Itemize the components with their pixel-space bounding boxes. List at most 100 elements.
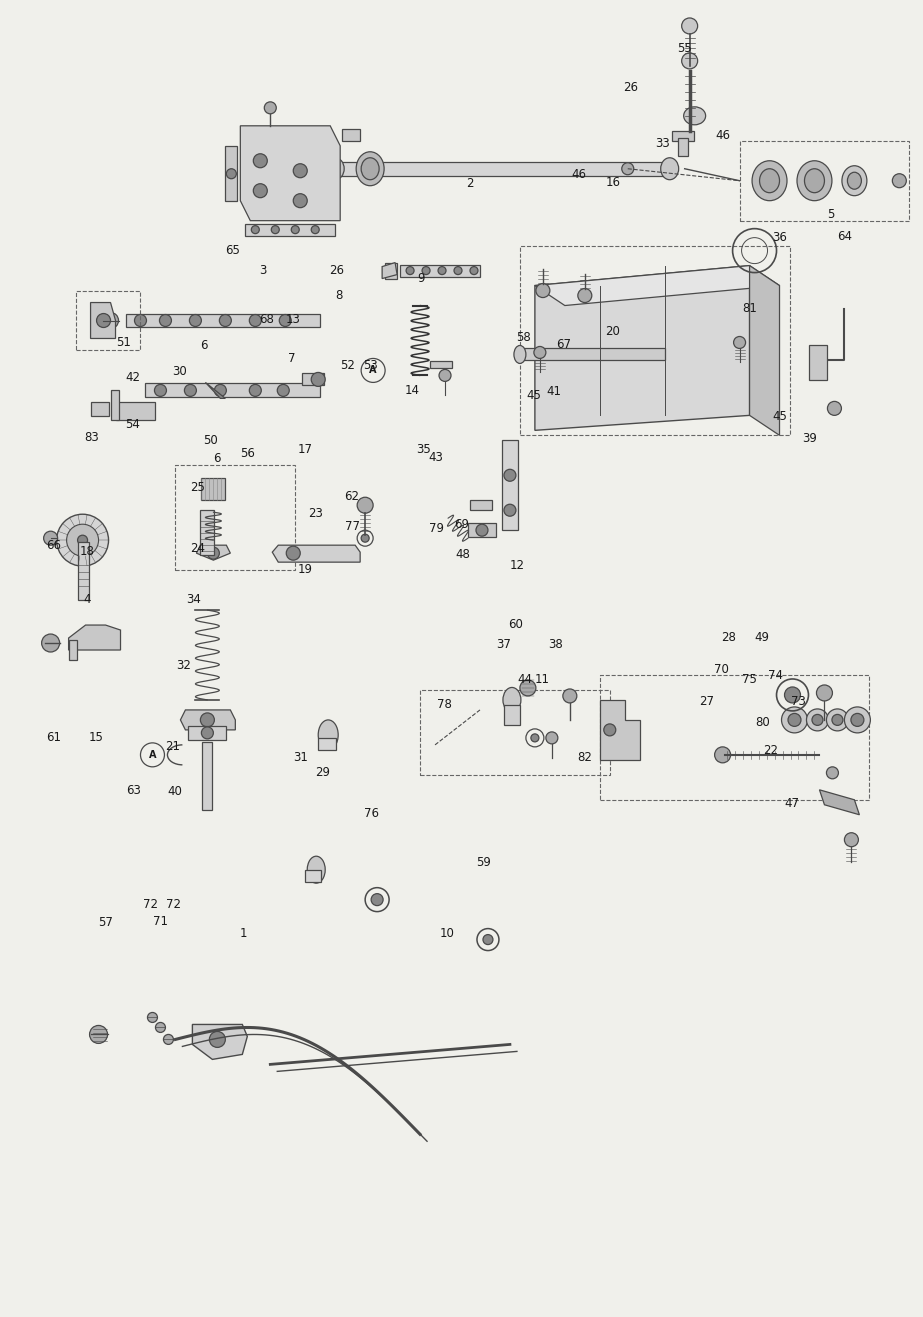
Text: 42: 42: [125, 370, 140, 383]
Text: 34: 34: [186, 593, 200, 606]
Bar: [342, 129, 360, 141]
Circle shape: [827, 402, 842, 415]
Ellipse shape: [503, 687, 521, 712]
Text: 80: 80: [756, 716, 770, 730]
Text: 39: 39: [802, 432, 817, 445]
Bar: [78, 543, 89, 601]
Text: 60: 60: [509, 618, 523, 631]
Circle shape: [682, 18, 698, 34]
Ellipse shape: [307, 856, 325, 884]
Circle shape: [682, 53, 698, 68]
Bar: [146, 383, 320, 398]
Bar: [520, 246, 789, 436]
Circle shape: [271, 225, 280, 233]
Bar: [502, 440, 518, 531]
Text: 12: 12: [509, 558, 524, 572]
Ellipse shape: [842, 166, 867, 196]
Circle shape: [286, 547, 300, 560]
Text: 72: 72: [165, 898, 181, 911]
Circle shape: [422, 266, 430, 274]
Text: 18: 18: [80, 545, 95, 558]
Text: 54: 54: [125, 417, 140, 431]
Text: 72: 72: [143, 898, 159, 911]
Text: 23: 23: [308, 507, 323, 520]
Bar: [335, 162, 670, 175]
Text: 69: 69: [454, 518, 469, 531]
Text: 17: 17: [297, 443, 312, 456]
Circle shape: [454, 266, 462, 274]
Text: 11: 11: [534, 673, 549, 686]
Ellipse shape: [847, 173, 861, 190]
Circle shape: [545, 732, 557, 744]
Text: 37: 37: [497, 637, 511, 651]
Circle shape: [734, 336, 746, 349]
Circle shape: [851, 714, 864, 727]
Text: 44: 44: [518, 673, 533, 686]
Text: 4: 4: [84, 593, 91, 606]
Circle shape: [504, 469, 516, 481]
Circle shape: [893, 174, 906, 188]
Circle shape: [520, 680, 536, 695]
Bar: [385, 262, 397, 279]
Text: 56: 56: [240, 446, 255, 460]
Text: 6: 6: [213, 452, 221, 465]
Circle shape: [294, 194, 307, 208]
Text: 48: 48: [455, 548, 470, 561]
Circle shape: [66, 524, 99, 556]
Circle shape: [102, 312, 118, 328]
Circle shape: [470, 266, 478, 274]
Circle shape: [311, 373, 325, 386]
Circle shape: [357, 498, 373, 514]
Polygon shape: [272, 545, 360, 562]
Bar: [76, 291, 140, 350]
Polygon shape: [68, 626, 121, 651]
Circle shape: [148, 1013, 158, 1022]
Circle shape: [294, 163, 307, 178]
Text: 21: 21: [165, 740, 181, 753]
Circle shape: [155, 1022, 165, 1033]
Circle shape: [531, 734, 539, 741]
Circle shape: [135, 315, 147, 327]
Circle shape: [371, 894, 383, 906]
Circle shape: [78, 535, 88, 545]
Bar: [677, 138, 688, 155]
Circle shape: [622, 163, 634, 175]
Text: 28: 28: [722, 631, 737, 644]
Text: 78: 78: [437, 698, 451, 711]
Polygon shape: [749, 266, 780, 436]
Bar: [420, 690, 610, 774]
Circle shape: [785, 687, 800, 703]
Text: 33: 33: [655, 137, 670, 150]
Text: 46: 46: [715, 129, 731, 142]
Ellipse shape: [684, 107, 705, 125]
Bar: [115, 403, 155, 420]
Text: 24: 24: [190, 541, 206, 554]
Polygon shape: [535, 266, 749, 431]
Text: 75: 75: [741, 673, 757, 686]
Text: 71: 71: [152, 915, 168, 928]
Circle shape: [214, 385, 226, 396]
Text: 50: 50: [203, 433, 218, 446]
Circle shape: [483, 935, 493, 944]
Bar: [470, 500, 492, 510]
Polygon shape: [535, 266, 780, 306]
Text: 36: 36: [772, 232, 787, 244]
Polygon shape: [240, 126, 341, 221]
Circle shape: [361, 535, 369, 543]
Text: 74: 74: [768, 669, 784, 682]
Polygon shape: [180, 710, 235, 730]
Bar: [90, 403, 109, 416]
Circle shape: [97, 313, 111, 328]
Text: 19: 19: [297, 562, 312, 576]
Text: 8: 8: [335, 288, 342, 302]
Circle shape: [90, 1026, 108, 1043]
Bar: [809, 345, 827, 381]
Polygon shape: [197, 545, 231, 560]
Circle shape: [826, 766, 838, 778]
Bar: [468, 523, 496, 537]
Text: 81: 81: [742, 302, 758, 315]
Bar: [318, 738, 336, 749]
Ellipse shape: [361, 158, 379, 179]
Circle shape: [43, 531, 57, 545]
Polygon shape: [192, 1025, 247, 1059]
